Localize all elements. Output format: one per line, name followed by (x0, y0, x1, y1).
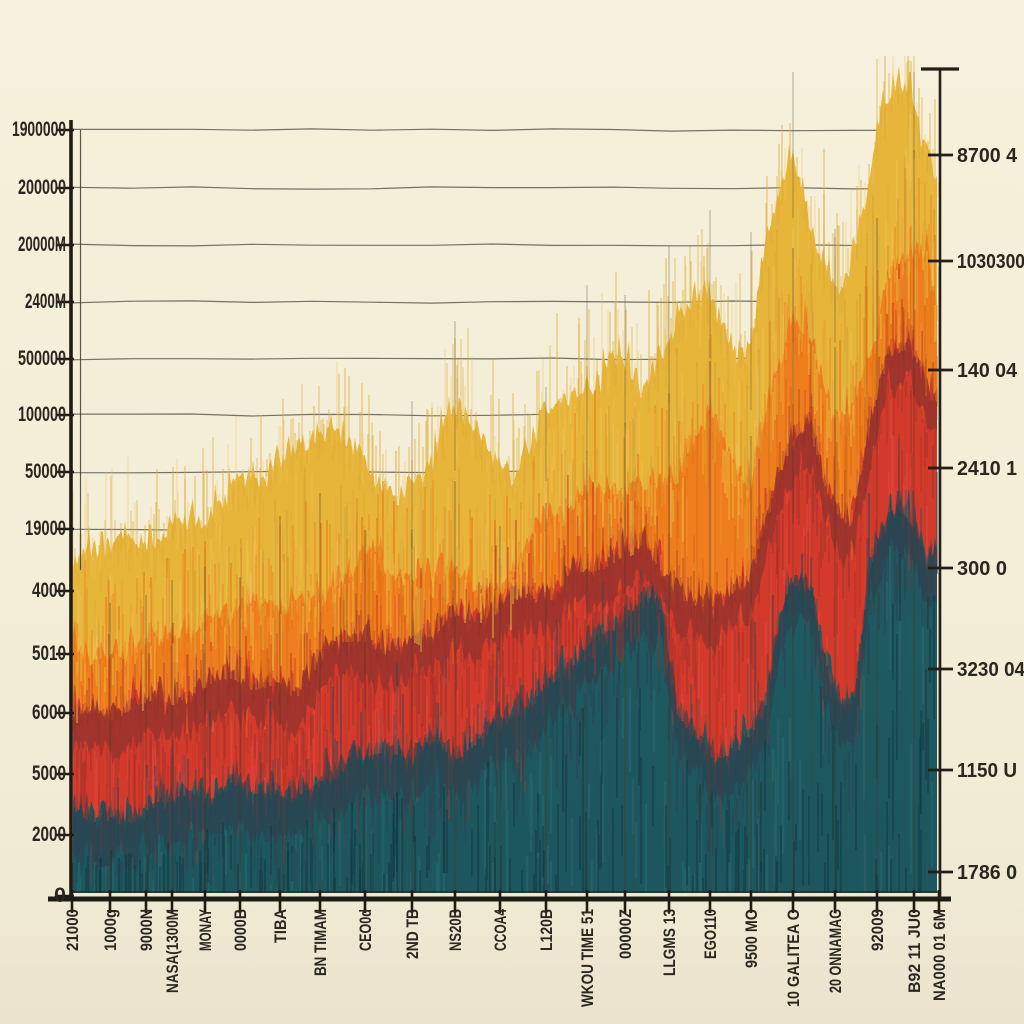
svg-text:NS20B: NS20B (446, 909, 465, 951)
svg-text:19000: 19000 (25, 517, 66, 540)
svg-text:1000g: 1000g (101, 909, 120, 951)
svg-text:10 GALITEA O: 10 GALITEA O (784, 909, 803, 1007)
svg-text:2ND TB: 2ND TB (403, 909, 422, 959)
svg-text:20000M: 20000M (18, 233, 66, 256)
svg-text:NA000 01 6M: NA000 01 6M (930, 909, 949, 1001)
svg-text:200000: 200000 (18, 176, 66, 199)
svg-text:CCOA4: CCOA4 (491, 909, 510, 951)
svg-text:21000: 21000 (63, 909, 82, 951)
svg-text:500000: 500000 (18, 347, 66, 370)
svg-text:1786 0: 1786 0 (957, 862, 1017, 884)
svg-text:EGO110: EGO110 (701, 909, 720, 959)
svg-text:MONAY: MONAY (196, 909, 215, 951)
svg-text:NASA(1300M: NASA(1300M (163, 909, 182, 993)
svg-text:9000N: 9000N (137, 909, 156, 951)
svg-text:50000: 50000 (25, 460, 66, 483)
svg-text:0: 0 (54, 884, 66, 907)
svg-text:6000: 6000 (32, 701, 66, 724)
svg-text:20 ONNAMAG: 20 ONNAMAG (826, 909, 845, 993)
svg-text:2410 1: 2410 1 (957, 458, 1017, 480)
svg-text:5000: 5000 (32, 762, 66, 785)
svg-text:TIBA: TIBA (271, 909, 290, 943)
svg-text:300 0: 300 0 (957, 558, 1007, 580)
svg-text:2400M: 2400M (25, 290, 66, 313)
svg-text:2000: 2000 (32, 823, 66, 846)
svg-text:4000: 4000 (32, 579, 66, 602)
svg-text:L120B: L120B (537, 909, 556, 951)
svg-text:1900000: 1900000 (12, 118, 66, 141)
svg-text:1150 U: 1150 U (957, 760, 1017, 782)
svg-text:9500 MO: 9500 MO (742, 909, 761, 968)
svg-text:3230 04: 3230 04 (957, 659, 1024, 681)
svg-text:100000: 100000 (18, 403, 66, 426)
svg-text:CEO0d: CEO0d (356, 909, 375, 951)
svg-text:0000B: 0000B (231, 909, 250, 951)
svg-text:8700 4: 8700 4 (957, 145, 1018, 167)
svg-text:140 04: 140 04 (957, 360, 1018, 382)
svg-text:BN TIMAM: BN TIMAM (311, 909, 330, 976)
svg-text:WKOU TIME 51: WKOU TIME 51 (578, 909, 597, 1007)
svg-text:B92 11 JU0: B92 11 JU0 (905, 909, 924, 993)
svg-text:1030300: 1030300 (957, 251, 1024, 273)
svg-text:00000Z: 00000Z (616, 909, 635, 959)
svg-text:LLGMS 13: LLGMS 13 (660, 909, 679, 976)
svg-text:92009: 92009 (868, 909, 887, 951)
svg-text:5010: 5010 (32, 642, 66, 665)
